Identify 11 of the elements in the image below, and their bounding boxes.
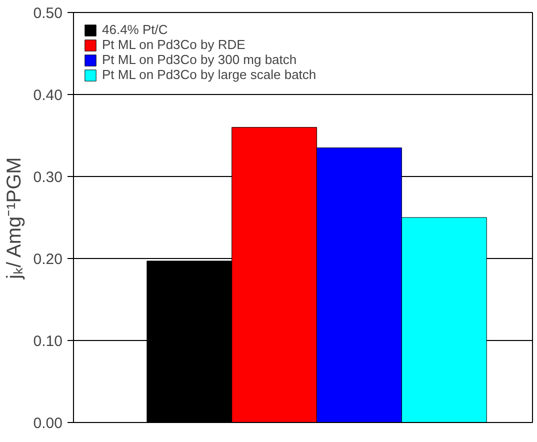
y-tick-label: 0.20 (33, 251, 63, 268)
y-tick-label: 0.00 (33, 415, 63, 432)
y-axis-title: jₖ/ Amg⁻¹PGM (3, 157, 26, 280)
legend-label: Pt ML on Pd3Co by large scale batch (102, 67, 316, 82)
y-tick-label: 0.50 (33, 5, 63, 22)
y-tick-label: 0.40 (33, 87, 63, 104)
y-tick-label: 0.10 (33, 333, 63, 350)
legend-label: 46.4% Pt/C (102, 22, 168, 37)
y-tick-label: 0.30 (33, 169, 63, 186)
legend-label: Pt ML on Pd3Co by 300 mg batch (102, 52, 297, 67)
legend-label: Pt ML on Pd3Co by RDE (102, 37, 246, 52)
